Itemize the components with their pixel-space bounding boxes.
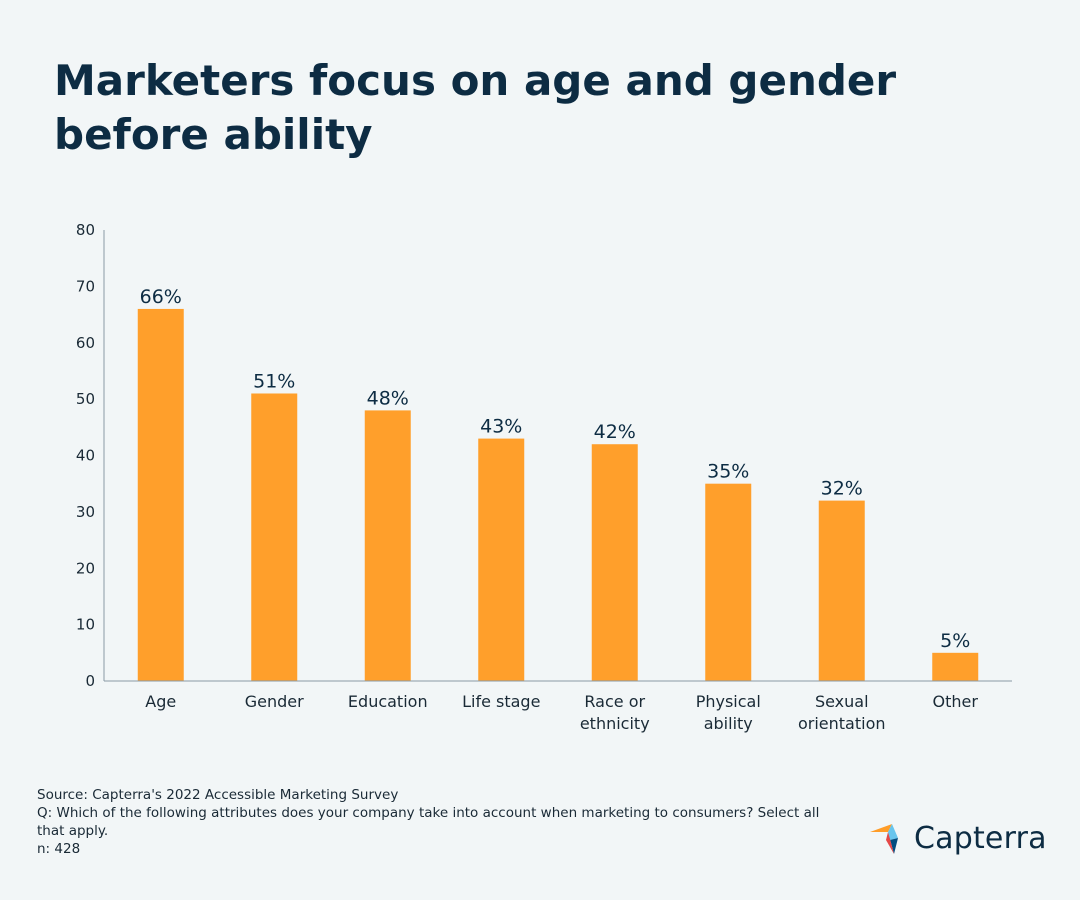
x-tick-label: Life stage	[462, 692, 540, 711]
data-label: 42%	[594, 421, 636, 443]
bar	[137, 308, 184, 681]
x-tick-label: Gender	[245, 692, 304, 711]
data-label: 66%	[140, 286, 182, 308]
source-note: Source: Capterra's 2022 Accessible Marke…	[37, 787, 399, 803]
data-label: 35%	[707, 461, 749, 483]
bar	[251, 393, 298, 681]
x-tick-label: Race or ethnicity	[580, 692, 650, 733]
x-tick-label: Age	[145, 692, 176, 711]
y-tick-label: 70	[76, 277, 95, 295]
y-tick-label: 60	[76, 334, 95, 352]
bar	[705, 483, 752, 681]
y-tick-label: 10	[76, 616, 95, 634]
sample-size: n: 428	[37, 841, 81, 857]
x-axis: Age Gender Education Life stage Race or ethni…	[104, 680, 1012, 733]
capterra-logo: Capterra	[868, 818, 1047, 858]
y-tick-label: 30	[76, 503, 95, 521]
bar	[591, 444, 638, 681]
data-label: 51%	[253, 370, 295, 392]
data-label: 43%	[480, 416, 522, 438]
chart-title: Marketers focus on age and gender before…	[54, 56, 897, 159]
y-tick-label: 0	[85, 672, 95, 690]
x-tick-label: Education	[348, 692, 428, 711]
x-tick-label: Physical ability	[696, 692, 761, 733]
y-axis: 0 10 20 30 40 50 60 70 80	[76, 221, 105, 690]
y-tick-label: 80	[76, 221, 95, 239]
y-tick-label: 40	[76, 447, 95, 465]
brand-name: Capterra	[914, 820, 1047, 856]
bars: 66% 51% 48% 43% 42% 35% 32% 5%	[137, 286, 979, 681]
survey-question: Q: Which of the following attributes doe…	[37, 805, 820, 839]
bar-chart: 0 10 20 30 40 50 60 70 80 66% 51% 48% 43% 42% 35% 32% 5…	[76, 221, 1012, 733]
capterra-arrow-logo-icon	[870, 824, 898, 854]
bar	[478, 438, 525, 681]
data-label: 48%	[367, 387, 409, 409]
y-tick-label: 20	[76, 559, 95, 577]
data-label: 5%	[940, 630, 970, 652]
y-tick-label: 50	[76, 390, 95, 408]
x-tick-label: Sexual orientation	[798, 692, 886, 733]
x-tick-label: Other	[933, 692, 979, 711]
data-label: 32%	[821, 478, 863, 500]
bar	[818, 500, 865, 681]
chart-footer: Source: Capterra's 2022 Accessible Marke…	[37, 786, 827, 858]
bar	[932, 652, 979, 681]
bar	[364, 410, 411, 681]
